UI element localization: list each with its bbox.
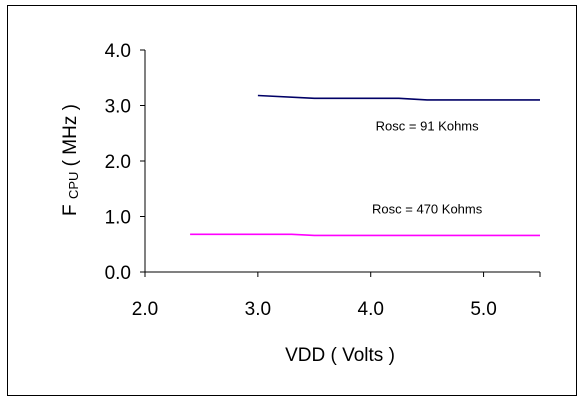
chart-frame <box>7 5 577 396</box>
y-tick-label: 0.0 <box>105 263 131 284</box>
y-axis-title-main: F <box>60 204 81 216</box>
y-tick-label: 4.0 <box>105 41 131 62</box>
annotation-2: Rosc = 470 Kohms <box>372 202 483 217</box>
x-axis-title: VDD ( Volts ) <box>285 345 395 366</box>
x-tick-label: 3.0 <box>245 299 271 320</box>
x-tick-labels: 2.0 3.0 4.0 5.0 <box>132 299 497 320</box>
series-line-1 <box>257 94 540 101</box>
y-tick-label: 1.0 <box>105 208 131 229</box>
x-tick-label: 2.0 <box>132 299 158 320</box>
x-tick-label: 5.0 <box>470 299 496 320</box>
y-tick-labels: 0.0 1.0 2.0 3.0 4.0 <box>105 41 131 284</box>
annotations: Rosc = 91 Kohms Rosc = 470 Kohms <box>372 118 483 216</box>
y-axis-title-units: ( MHz ) <box>60 104 81 166</box>
series-lines <box>190 94 540 237</box>
axes <box>140 49 541 277</box>
series-line-2 <box>190 233 540 237</box>
y-axis-title-subscript: CPU <box>66 172 81 199</box>
y-tick-label: 3.0 <box>105 97 131 118</box>
annotation-1: Rosc = 91 Kohms <box>376 118 479 133</box>
y-axis-title: F CPU ( MHz ) <box>60 104 83 216</box>
y-tick-label: 2.0 <box>105 152 131 173</box>
x-tick-label: 4.0 <box>358 299 384 320</box>
